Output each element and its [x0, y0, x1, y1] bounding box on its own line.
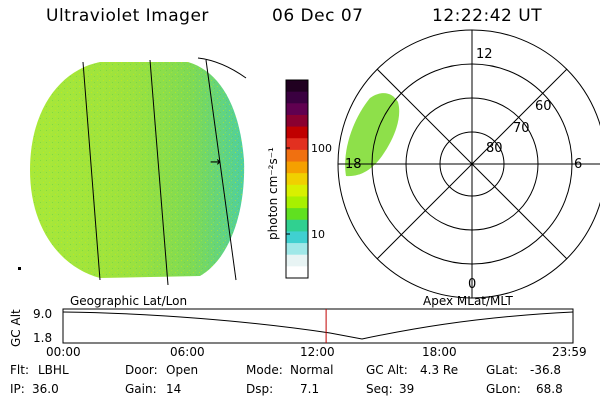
colorbar-cell	[286, 243, 308, 256]
colorbar-frame	[285, 79, 309, 279]
colorbar-cell	[286, 184, 308, 198]
polar-grid	[337, 29, 600, 299]
mlat-label-80: 80	[486, 141, 503, 156]
seq-value: 39	[399, 382, 415, 396]
x-tick-1800: 18:00	[422, 345, 457, 359]
x-tick-2359: 23:59	[552, 345, 587, 359]
geographic-caption: Geographic Lat/Lon	[70, 294, 188, 308]
ip-label: IP:	[10, 382, 25, 396]
dsp-value: 7.1	[300, 382, 320, 396]
mlt-label-0: 0	[468, 277, 476, 292]
earth-disk	[30, 62, 245, 278]
polar-plot: 12 0 18 6 60 70 80	[337, 29, 600, 299]
colorbar-unit-label: photon cm⁻²s⁻¹	[266, 147, 280, 240]
door-label: Door:	[125, 363, 158, 377]
door-value: Open	[166, 363, 199, 377]
colorbar: 100 10 photon cm⁻²s⁻¹	[266, 79, 332, 279]
gcalt-value: 4.3 Re	[420, 363, 459, 377]
mlat-label-70: 70	[513, 121, 530, 136]
longitude-lines	[82, 57, 247, 286]
ip-value: 36.0	[32, 382, 59, 396]
colorbar-cell	[286, 149, 308, 163]
apex-caption: Apex MLat/MLT	[423, 294, 513, 308]
gcalt-label: GC Alt:	[366, 363, 408, 377]
mode-value: Normal	[290, 363, 334, 377]
glon-value: 68.8	[536, 382, 563, 396]
y-tick-label-high: 9.0	[33, 307, 52, 321]
colorbar-cell	[286, 254, 308, 267]
colorbar-cell	[286, 266, 308, 279]
x-tick-0600: 06:00	[170, 345, 205, 359]
colorbar-tick-label-10: 10	[311, 228, 325, 241]
dsp-label: Dsp:	[246, 382, 274, 396]
time-label: 12:22:42 UT	[432, 6, 543, 26]
filter-value: LBHL	[38, 363, 69, 377]
timeline-axis-label: GC Alt	[9, 309, 23, 347]
colorbar-cell	[286, 138, 308, 151]
instrument-title: Ultraviolet Imager	[46, 6, 209, 26]
colorbar-cell	[286, 161, 308, 174]
glat-label: GLat:	[486, 363, 519, 377]
mlt-label-12: 12	[476, 47, 493, 62]
mlat-label-60: 60	[535, 99, 552, 114]
colorbar-tick-label-100: 100	[311, 142, 332, 155]
colorbar-cell	[286, 126, 308, 139]
altitude-timeline: 9.0 1.8 GC Alt	[9, 307, 574, 347]
timeline-frame	[62, 308, 574, 344]
y-tick-label-low: 1.8	[33, 331, 52, 345]
colorbar-cell	[286, 91, 308, 104]
gain-value: 14	[166, 382, 182, 396]
filter-label: Flt:	[10, 363, 29, 377]
colorbar-cell	[286, 103, 308, 116]
mlt-label-6: 6	[574, 157, 582, 172]
colorbar-cell	[286, 114, 308, 128]
corner-dot	[18, 267, 21, 270]
altitude-curve	[62, 311, 574, 340]
geographic-image-panel: →	[18, 57, 247, 286]
x-tick-0000: 00:00	[46, 345, 81, 359]
gain-label: Gain:	[125, 382, 157, 396]
colorbar-cell	[286, 196, 308, 209]
seq-label: Seq:	[366, 382, 393, 396]
x-tick-1200: 12:00	[300, 345, 335, 359]
colorbar-cell	[286, 231, 308, 244]
colorbar-cell	[286, 173, 308, 186]
glon-label: GLon:	[486, 382, 521, 396]
date-label: 06 Dec 07	[272, 6, 364, 26]
colorbar-cell	[286, 208, 308, 221]
colorbar-scale	[286, 80, 308, 279]
mlt-line-diag-2	[376, 68, 568, 260]
direction-mark: →	[210, 155, 221, 170]
colorbar-cell	[286, 219, 308, 233]
mlt-label-18: 18	[345, 157, 362, 172]
mode-label: Mode:	[246, 363, 283, 377]
glat-value: -36.8	[530, 363, 562, 377]
colorbar-cell	[286, 80, 308, 93]
